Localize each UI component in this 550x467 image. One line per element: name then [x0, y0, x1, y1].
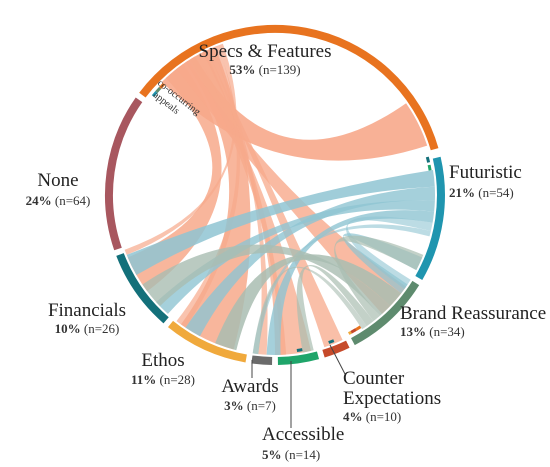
ribbon-specs: [161, 56, 428, 161]
label-specs: Specs & Features 53% (n=139): [199, 41, 332, 77]
label-accessible-stat: 5% (n=14): [262, 447, 320, 462]
label-accessible-name: Accessible: [262, 424, 344, 445]
label-counter-stat: 4% (n=10): [343, 409, 401, 424]
label-awards: Awards 3% (n=7): [221, 360, 279, 413]
label-ethos: Ethos 11% (n=28): [131, 350, 195, 387]
arc-financials: [116, 253, 169, 324]
ribbon-specs: [176, 60, 407, 314]
ribbon-specs: [190, 55, 311, 355]
label-specs-name: Specs & Features: [199, 41, 332, 62]
label-none-stat: 24% (n=64): [26, 193, 91, 208]
label-futuristic-name: Futuristic: [449, 162, 522, 183]
label-awards-stat: 3% (n=7): [224, 398, 276, 413]
tick-marker: [296, 348, 303, 352]
label-futuristic-stat: 21% (n=54): [449, 185, 514, 200]
arc-none: [105, 97, 143, 251]
ribbon-specs: [124, 43, 237, 255]
ribbon-futuristic: [126, 170, 435, 275]
leader-counter: [329, 344, 346, 375]
label-financials: Financials 10% (n=26): [48, 300, 126, 336]
label-brand: Brand Reassurance 13% (n=34): [400, 303, 546, 339]
ribbon-brand: [296, 265, 374, 353]
label-awards-name: Awards: [221, 376, 278, 397]
label-none-name: None: [37, 170, 78, 191]
tick-marker: [151, 91, 158, 98]
tick-marker: [425, 156, 431, 163]
ribbon-layer: [124, 43, 436, 356]
label-counter: Counter Expectations 4% (n=10): [329, 344, 441, 424]
arc-awards: [251, 355, 273, 365]
tick-marker: [350, 328, 357, 334]
tick-marker: [328, 339, 335, 344]
label-none: None 24% (n=64): [26, 170, 91, 208]
arc-counter: [322, 340, 350, 358]
ribbon-futuristic: [156, 200, 435, 314]
label-specs-stat: 53% (n=139): [229, 62, 300, 77]
arc-futuristic: [415, 156, 445, 280]
label-financials-name: Financials: [48, 300, 126, 321]
label-counter-name-1: Counter: [343, 368, 405, 389]
arc-accessible: [277, 351, 320, 365]
ribbon-brand: [334, 235, 424, 322]
label-ethos-name: Ethos: [141, 350, 184, 371]
tick-marker: [159, 82, 166, 89]
tick-marker: [155, 86, 162, 93]
label-brand-name: Brand Reassurance: [400, 303, 546, 324]
tick-marker: [347, 330, 352, 335]
ribbon-brand: [142, 244, 391, 316]
label-ethos-stat: 11% (n=28): [131, 372, 195, 387]
label-brand-stat: 13% (n=34): [400, 324, 465, 339]
arc-specs: [139, 24, 439, 151]
label-futuristic: Futuristic 21% (n=54): [449, 162, 522, 200]
tick-marker: [355, 325, 362, 331]
label-financials-stat: 10% (n=26): [55, 321, 120, 336]
arc-ethos: [167, 320, 247, 363]
tick-marker: [427, 164, 432, 171]
ribbon-brand: [215, 254, 402, 351]
arc-brand: [350, 280, 420, 346]
ribbon-futuristic: [266, 210, 435, 356]
label-accessible: Accessible 5% (n=14): [262, 361, 344, 462]
arc-layer: [105, 24, 445, 365]
label-counter-name-2: Expectations: [343, 388, 441, 409]
